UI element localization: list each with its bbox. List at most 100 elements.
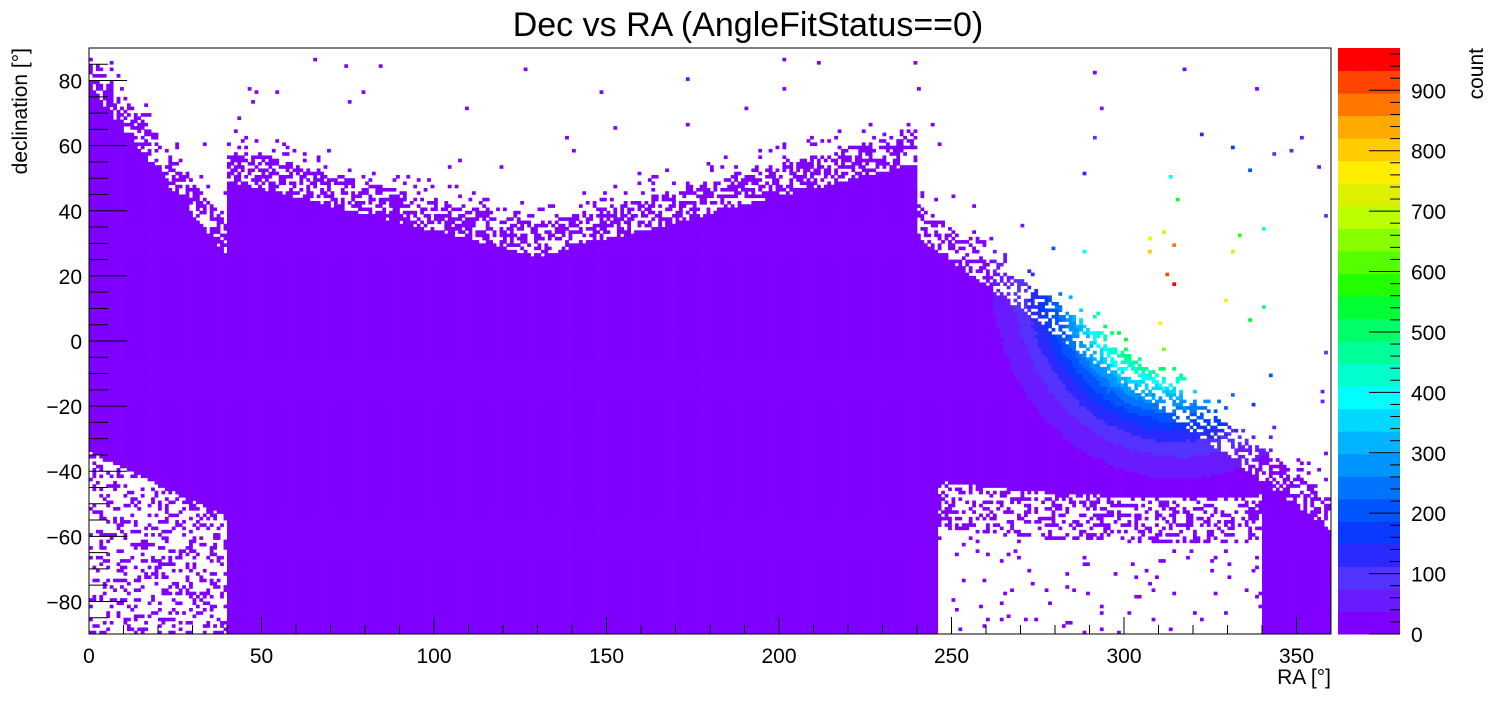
heatmap-cell (89, 406, 93, 410)
heatmap-cell (172, 328, 176, 332)
heatmap-cell (141, 377, 145, 381)
heatmap-cell (127, 354, 131, 358)
heatmap-cell (148, 142, 152, 146)
heatmap-cell (165, 208, 169, 212)
heatmap-cell (99, 172, 103, 176)
heatmap-cell (165, 406, 169, 410)
heatmap-cell (113, 422, 117, 426)
heatmap-cell (113, 155, 117, 159)
heatmap-cell (158, 292, 162, 296)
heatmap-cell (103, 168, 107, 172)
heatmap-cell (130, 435, 134, 439)
heatmap-cell (130, 237, 134, 241)
heatmap-cell (127, 152, 131, 156)
heatmap-cell (137, 465, 141, 469)
heatmap-cell (161, 172, 165, 176)
heatmap-cell (172, 465, 176, 469)
heatmap-cell (106, 100, 110, 104)
heatmap-cell (113, 305, 117, 309)
heatmap-cell (172, 383, 176, 387)
heatmap-cell (110, 429, 114, 433)
heatmap-cell (130, 286, 134, 290)
heatmap-cell (127, 227, 131, 231)
heatmap-cell (134, 351, 138, 355)
heatmap-cell (148, 409, 152, 413)
heatmap-cell (106, 341, 110, 345)
heatmap-cell (113, 168, 117, 172)
heatmap-cell (117, 474, 121, 478)
heatmap-cell (92, 377, 96, 381)
heatmap-cell (110, 269, 114, 273)
heatmap-cell (110, 211, 114, 215)
heatmap-cell (124, 393, 128, 397)
heatmap-cell (124, 123, 128, 127)
heatmap-cell (168, 279, 172, 283)
heatmap-cell (141, 455, 145, 459)
heatmap-cell (137, 471, 141, 475)
heatmap-cell (124, 461, 128, 465)
heatmap-cell (137, 195, 141, 199)
heatmap-cell (168, 181, 172, 185)
heatmap-cell (120, 162, 124, 166)
heatmap-cell (117, 302, 121, 306)
heatmap-cell (106, 185, 110, 189)
heatmap-cell (127, 221, 131, 225)
heatmap-cell (106, 361, 110, 365)
heatmap-cell (103, 426, 107, 430)
heatmap-cell (110, 308, 114, 312)
heatmap-cell (113, 579, 117, 583)
heatmap-cell (148, 357, 152, 361)
heatmap-cell (165, 260, 169, 264)
heatmap-cell (151, 377, 155, 381)
heatmap-cell (134, 204, 138, 208)
heatmap-cell (106, 168, 110, 172)
heatmap-cell (155, 328, 159, 332)
heatmap-cell (113, 276, 117, 280)
heatmap-cell (124, 269, 128, 273)
heatmap-cell (144, 387, 148, 391)
heatmap-cell (127, 299, 131, 303)
heatmap-cell (127, 253, 131, 257)
heatmap-cell (124, 234, 128, 238)
heatmap-cell (134, 152, 138, 156)
heatmap-cell (161, 588, 165, 592)
heatmap-cell (96, 260, 100, 264)
heatmap-cell (127, 458, 131, 462)
heatmap-cell (165, 536, 169, 540)
heatmap-cell (117, 279, 121, 283)
heatmap-cell (134, 422, 138, 426)
heatmap-cell (144, 452, 148, 456)
heatmap-cell (92, 439, 96, 443)
heatmap-cell (127, 260, 131, 264)
heatmap-cell (137, 230, 141, 234)
heatmap-cell (141, 321, 145, 325)
heatmap-cell (103, 341, 107, 345)
heatmap-cell (127, 429, 131, 433)
heatmap-cell (137, 142, 141, 146)
heatmap-cell (113, 312, 117, 316)
heatmap-cell (117, 331, 121, 335)
heatmap-cell (137, 614, 141, 618)
heatmap-cell (127, 455, 131, 459)
heatmap-cell (158, 396, 162, 400)
heatmap-cell (148, 393, 152, 397)
heatmap-cell (120, 230, 124, 234)
heatmap-cell (165, 588, 169, 592)
heatmap-cell (137, 188, 141, 192)
heatmap-cell (137, 129, 141, 133)
heatmap-cell (158, 181, 162, 185)
heatmap-cell (103, 116, 107, 120)
heatmap-cell (158, 230, 162, 234)
heatmap-cell (127, 295, 131, 299)
heatmap-cell (113, 507, 117, 511)
heatmap-cell (110, 321, 114, 325)
heatmap-cell (127, 256, 131, 260)
heatmap-cell (137, 507, 141, 511)
heatmap-cell (148, 221, 152, 225)
heatmap-cell (155, 256, 159, 260)
heatmap-cell (144, 243, 148, 247)
heatmap-cell (134, 269, 138, 273)
heatmap-cell (165, 201, 169, 205)
heatmap-cell (158, 253, 162, 257)
heatmap-cell (92, 201, 96, 205)
